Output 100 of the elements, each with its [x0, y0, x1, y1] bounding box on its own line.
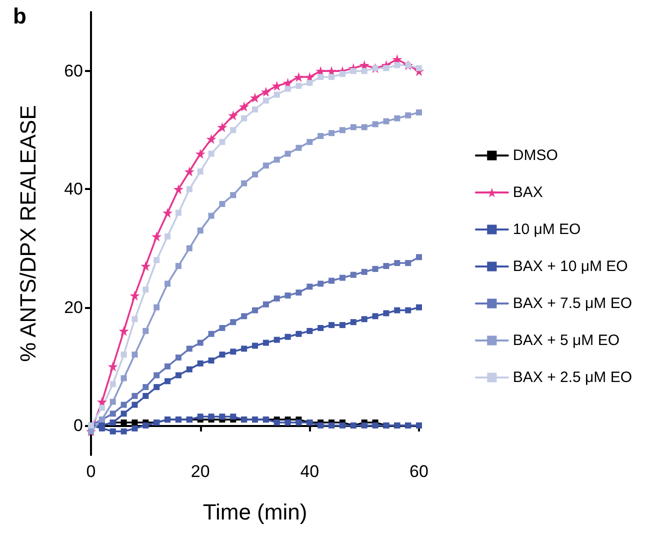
- point: [306, 328, 313, 334]
- point: [394, 260, 400, 266]
- point: [394, 62, 400, 68]
- legend-label: BAX + 10 μM EO: [512, 258, 628, 275]
- point: [284, 420, 291, 426]
- point: [383, 262, 390, 269]
- point: [230, 348, 236, 355]
- point: [132, 392, 138, 399]
- y-tick-label: 60: [64, 62, 83, 81]
- point: [405, 112, 412, 118]
- point: [175, 210, 182, 216]
- point: [162, 208, 173, 218]
- point: [274, 156, 280, 163]
- point: [262, 301, 269, 308]
- point: [262, 98, 269, 104]
- point: [294, 72, 304, 82]
- x-axis-title: Time (min): [202, 500, 308, 524]
- point: [416, 65, 422, 72]
- point: [98, 404, 105, 411]
- point: [306, 138, 313, 145]
- point: [361, 422, 368, 428]
- point: [383, 118, 390, 124]
- point: [361, 68, 368, 74]
- point: [416, 254, 422, 260]
- point: [416, 304, 422, 310]
- x-tick-label: 60: [410, 462, 428, 481]
- point: [208, 330, 214, 337]
- point: [230, 414, 236, 420]
- point: [197, 228, 204, 234]
- point: [217, 122, 228, 132]
- point: [154, 372, 160, 378]
- point: [118, 326, 129, 336]
- point: [350, 272, 356, 278]
- point: [120, 428, 127, 434]
- point: [361, 316, 368, 322]
- point: [164, 280, 171, 287]
- point: [252, 106, 258, 112]
- point: [110, 398, 116, 405]
- point: [262, 162, 269, 169]
- point: [110, 428, 116, 434]
- point: [274, 336, 280, 343]
- point: [296, 290, 302, 296]
- x-tick-label: 0: [86, 462, 96, 481]
- point: [416, 109, 422, 116]
- point: [328, 278, 335, 284]
- point: [142, 328, 149, 334]
- point: [186, 346, 192, 352]
- legend-label: BAX: [512, 184, 543, 201]
- point: [405, 307, 412, 314]
- point: [132, 316, 138, 322]
- point: [372, 121, 378, 128]
- point: [318, 422, 324, 428]
- point: [197, 360, 204, 366]
- legend-label: BAX + 7.5 μM EO: [512, 295, 632, 312]
- point: [120, 352, 127, 358]
- point: [252, 342, 258, 349]
- point: [152, 231, 162, 242]
- point: [208, 212, 214, 219]
- y-tick-label: 40: [64, 180, 83, 199]
- point: [339, 422, 346, 428]
- point: [142, 422, 149, 428]
- point: [284, 292, 291, 299]
- point: [108, 361, 118, 372]
- point: [252, 171, 258, 178]
- point: [306, 80, 313, 86]
- point: [228, 110, 238, 120]
- point: [361, 268, 368, 275]
- point: [241, 115, 248, 122]
- point: [328, 322, 335, 328]
- point: [372, 313, 378, 320]
- point: [197, 340, 204, 346]
- point: [140, 260, 151, 271]
- y-axis-title: % ANTS/DPX REALEASE: [16, 105, 40, 362]
- point: [173, 184, 184, 194]
- point: [284, 150, 291, 157]
- point: [328, 422, 335, 428]
- x-tick-label: 40: [300, 462, 320, 481]
- point: [241, 180, 248, 186]
- point: [132, 425, 138, 432]
- point: [394, 115, 400, 122]
- point: [296, 420, 302, 426]
- point: [132, 402, 138, 408]
- point: [383, 310, 390, 316]
- point: [164, 378, 171, 384]
- point: [372, 266, 378, 272]
- point: [195, 148, 206, 159]
- point: [230, 127, 236, 134]
- point: [110, 410, 116, 417]
- point: [219, 138, 226, 145]
- point: [306, 284, 313, 290]
- point: [142, 392, 149, 399]
- point: [339, 274, 346, 281]
- point: [284, 334, 291, 340]
- point: [197, 168, 204, 174]
- point: [175, 262, 182, 269]
- point: [186, 186, 192, 192]
- legend-label: BAX + 5 μM EO: [512, 332, 620, 349]
- point: [206, 134, 216, 144]
- point: [372, 422, 378, 428]
- point: [318, 133, 324, 140]
